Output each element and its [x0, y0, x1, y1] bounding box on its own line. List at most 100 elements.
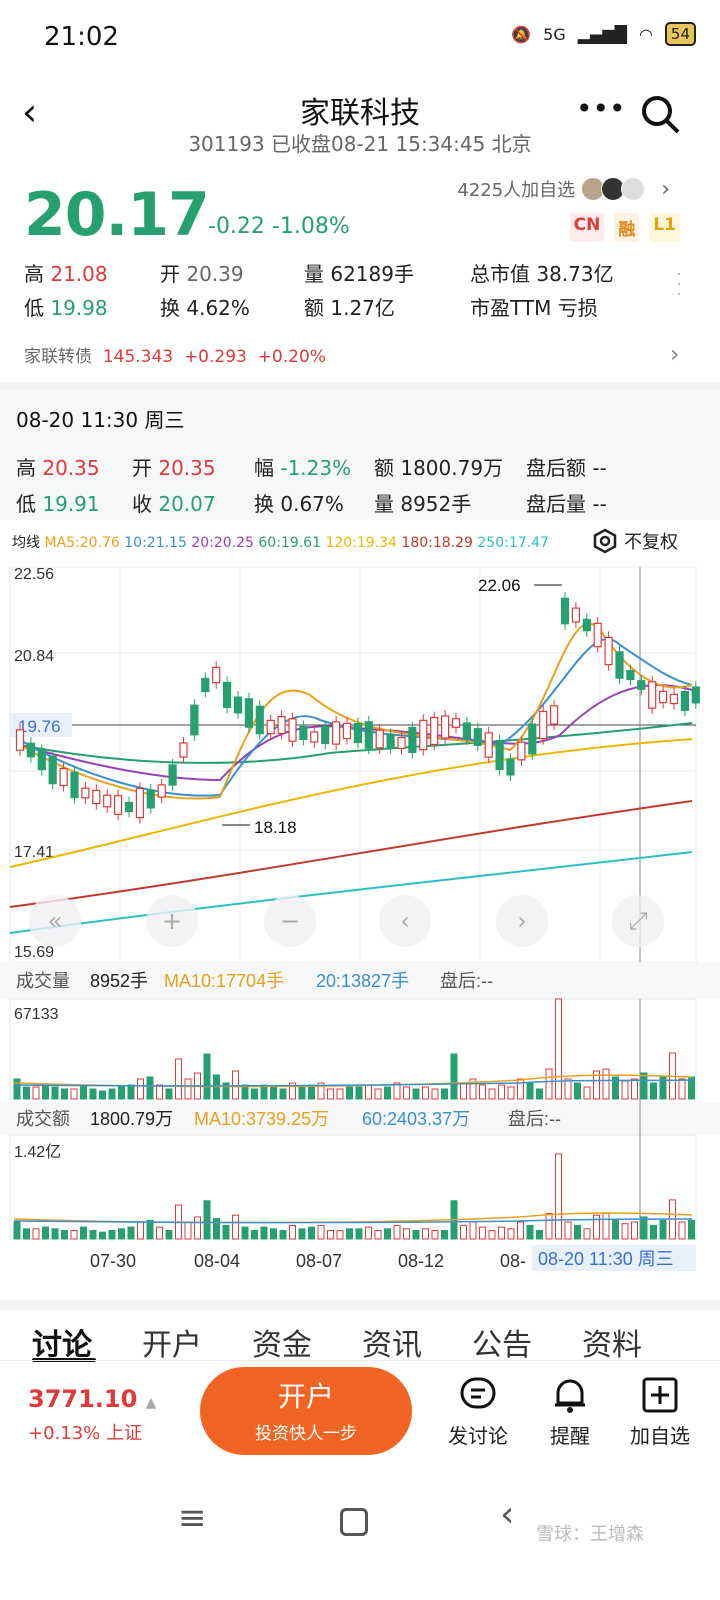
- chevron-right-icon[interactable]: ›: [670, 340, 680, 368]
- low-annotation: 18.18: [254, 818, 297, 837]
- candle: [244, 698, 253, 728]
- tab-open-account[interactable]: 开户: [142, 1328, 202, 1363]
- more-icon[interactable]: •••: [576, 92, 626, 125]
- tab-funds[interactable]: 资金: [252, 1328, 312, 1363]
- amount-bar: [583, 1228, 591, 1240]
- index-change: +0.13% 上证: [28, 1423, 142, 1444]
- candle: [397, 736, 406, 750]
- candle: [495, 739, 504, 771]
- candle: [626, 669, 635, 681]
- volume-bar: [526, 1082, 534, 1100]
- amount-bar: [431, 1230, 439, 1240]
- stat-label: 额: [304, 296, 324, 320]
- hexagon-settings-icon: [593, 528, 617, 554]
- volume-legend: MA10:17704手: [164, 971, 284, 991]
- amount-bar: [194, 1216, 201, 1240]
- detail-label: 量: [374, 492, 394, 516]
- volume-bar: [336, 1088, 344, 1100]
- volume-bar: [118, 1086, 125, 1100]
- volume-bar: [165, 1088, 173, 1100]
- detail-label: 换: [254, 492, 274, 516]
- fullscreen-icon-bg: [612, 895, 664, 947]
- rewind-icon-bg: [29, 895, 81, 947]
- convertible-bond-row[interactable]: 家联转债 145.343 +0.293 +0.20%: [24, 342, 326, 367]
- volume-bar: [251, 1088, 258, 1100]
- tab-news[interactable]: 资讯: [362, 1328, 422, 1363]
- menu-icon[interactable]: ≡: [178, 1498, 207, 1538]
- detail-label: 低: [16, 492, 36, 516]
- prev-icon-bg: [379, 895, 431, 947]
- amount-bar: [184, 1221, 192, 1240]
- ma-legend-item: 60:19.61: [253, 535, 321, 551]
- volume-bar: [403, 1086, 410, 1100]
- back-nav-icon[interactable]: ‹: [500, 1494, 515, 1535]
- remind-button[interactable]: 提醒: [530, 1375, 610, 1449]
- zoom-in-icon: +: [162, 907, 182, 935]
- back-icon[interactable]: ‹: [22, 90, 38, 134]
- volume-bar: [289, 1082, 296, 1100]
- badge-cn: CN: [569, 213, 605, 242]
- amount-bar: [13, 1221, 21, 1240]
- volume-bar: [574, 1082, 581, 1100]
- divider: [0, 382, 720, 390]
- tab-announcements[interactable]: 公告: [472, 1328, 532, 1363]
- volume-bar: [555, 998, 562, 1100]
- tab-discussion[interactable]: 讨论: [32, 1328, 92, 1363]
- candle: [604, 636, 613, 666]
- volume-ma20-line: [13, 1079, 693, 1087]
- bottom-bar: 3771.10 ▲ +0.13% 上证 开户 投资快人一步 发讨论 提醒 加自选: [0, 1360, 720, 1460]
- candle: [441, 715, 450, 739]
- watermark: 雪球：王增森: [536, 1524, 644, 1545]
- amount-bar: [317, 1224, 325, 1240]
- amount-bar: [165, 1230, 173, 1240]
- discuss-button[interactable]: 发讨论: [438, 1375, 518, 1449]
- volume-bar: [89, 1088, 97, 1100]
- candle: [364, 721, 373, 749]
- volume-bar: [612, 1076, 619, 1100]
- stat-label: 量: [304, 262, 324, 286]
- amount-bar: [251, 1230, 258, 1240]
- home-icon[interactable]: [340, 1508, 368, 1536]
- volume-legend: 20:13827手: [316, 971, 409, 991]
- candle: [146, 789, 155, 809]
- detail-label: 盘后量: [526, 492, 586, 516]
- adjust-toggle[interactable]: 不复权: [592, 528, 678, 554]
- amount-bar: [602, 1213, 610, 1240]
- candle: [310, 731, 319, 743]
- add-watchlist-button[interactable]: 加自选: [620, 1375, 700, 1449]
- volume-header-bg: [0, 963, 720, 999]
- clock: 21:02: [44, 22, 119, 52]
- stat-label: 低: [24, 296, 44, 320]
- open-account-button[interactable]: 开户 投资快人一步: [200, 1367, 412, 1455]
- candle: [37, 749, 46, 771]
- index-value[interactable]: 3771.10 ▲: [28, 1385, 156, 1413]
- volume-bar: [99, 1090, 106, 1100]
- detail-label: 收: [132, 492, 152, 516]
- price-axis-label: 22.56: [14, 566, 54, 583]
- detail-open: 20.35: [158, 456, 216, 480]
- volume-bar: [146, 1076, 154, 1100]
- candle: [680, 691, 690, 711]
- amount-bar: [146, 1219, 154, 1240]
- watch-count-row[interactable]: 4225人加自选 ›: [457, 176, 670, 202]
- candle: [648, 681, 657, 709]
- candle: [255, 705, 264, 735]
- amount-bar: [488, 1230, 496, 1240]
- more-stats-handle[interactable]: · · ·: [676, 264, 682, 305]
- amount-bar: [659, 1219, 667, 1240]
- badge-l1: L1: [649, 213, 680, 242]
- tab-profile[interactable]: 资料: [582, 1328, 642, 1363]
- candle: [92, 789, 101, 805]
- search-icon[interactable]: [638, 92, 682, 136]
- candle: [582, 618, 591, 632]
- fullscreen-icon: ⤢: [628, 907, 647, 935]
- volume-legend: 盘后:--: [440, 971, 493, 991]
- ma10-line: [19, 638, 693, 797]
- volume-bar: [308, 1084, 315, 1100]
- volume-bar: [127, 1084, 135, 1100]
- volume-bar: [156, 1084, 163, 1100]
- amount-bar: [298, 1228, 306, 1240]
- kline-chart[interactable]: 22.5620.8419.7617.4115.6919.7622.0618.18…: [0, 555, 720, 1275]
- ma250-line: [9, 851, 693, 934]
- candle-date: 08-20 11:30 周三: [16, 408, 185, 432]
